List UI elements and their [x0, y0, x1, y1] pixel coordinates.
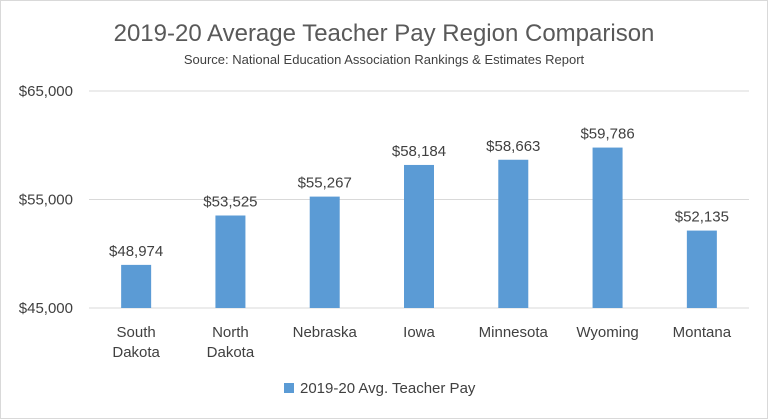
bar: [498, 159, 529, 308]
data-label: $48,974: [109, 243, 163, 260]
chart-subtitle: Source: National Education Association R…: [184, 52, 585, 67]
category-label: South: [117, 324, 156, 341]
y-tick-label: $45,000: [19, 300, 73, 317]
data-labels: $48,974 $53,525 $55,267 $58,184 $58,663 $59,7…: [109, 126, 729, 260]
y-tick-label: $65,000: [19, 83, 73, 100]
category-label: Minnesota: [479, 324, 549, 341]
legend-label: 2019-20 Avg. Teacher Pay: [300, 380, 476, 397]
legend-swatch: [284, 383, 294, 393]
y-tick-label: $55,000: [19, 192, 73, 209]
category-label: North: [212, 324, 249, 341]
bar: [592, 147, 623, 308]
category-label: Iowa: [403, 324, 435, 341]
chart-title: 2019-20 Average Teacher Pay Region Compa…: [114, 20, 655, 47]
data-label: $59,786: [580, 126, 634, 143]
bar: [309, 196, 340, 308]
data-label: $55,267: [298, 175, 352, 192]
bar: [686, 230, 717, 308]
bar: [121, 264, 152, 308]
legend: 2019-20 Avg. Teacher Pay: [284, 380, 476, 397]
data-label: $52,135: [675, 209, 729, 226]
category-label: Montana: [673, 324, 732, 341]
bars: [121, 147, 717, 308]
data-label: $58,184: [392, 143, 446, 160]
y-axis: $45,000 $55,000 $65,000: [19, 83, 73, 317]
bar: [404, 164, 434, 308]
data-label: $53,525: [203, 194, 257, 211]
category-label: Wyoming: [576, 324, 638, 341]
data-label: $58,663: [486, 138, 540, 155]
x-axis: South Dakota North Dakota Nebraska Iowa Minnes…: [112, 324, 731, 361]
category-label: Dakota: [112, 344, 160, 361]
category-label: Nebraska: [293, 324, 358, 341]
category-label: Dakota: [207, 344, 255, 361]
bar: [215, 215, 246, 308]
